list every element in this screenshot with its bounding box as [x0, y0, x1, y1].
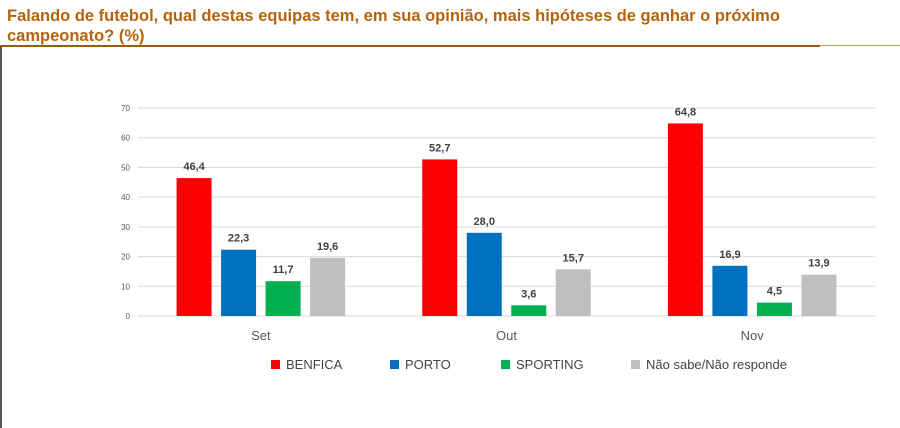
bar [422, 159, 458, 316]
data-label: 19,6 [317, 241, 338, 253]
data-label: 52,7 [429, 142, 450, 154]
bar [511, 305, 547, 316]
legend-item: BENFICA [271, 357, 342, 372]
legend: BENFICA PORTO SPORTING Não sabe/Não respond… [0, 357, 900, 377]
y-tick-label: 0 [126, 312, 131, 321]
legend-swatch [390, 360, 399, 369]
data-label: 13,9 [808, 258, 829, 270]
bar [265, 281, 301, 316]
x-tick-label: Out [496, 328, 517, 343]
bar [310, 257, 346, 316]
legend-label: PORTO [405, 357, 451, 372]
legend-item: PORTO [390, 357, 451, 372]
title-underline-extension [820, 45, 900, 46]
bar [712, 265, 748, 316]
data-label: 16,9 [719, 249, 740, 261]
data-label: 4,5 [767, 286, 782, 298]
data-label: 11,7 [273, 264, 294, 276]
legend-item: Não sabe/Não responde [631, 357, 787, 372]
data-label: 46,4 [183, 161, 205, 173]
bar [801, 274, 837, 316]
x-tick-label: Set [251, 328, 271, 343]
legend-swatch [631, 360, 640, 369]
data-label: 28,0 [474, 216, 495, 228]
bar [756, 302, 792, 316]
legend-swatch [271, 360, 280, 369]
data-label: 3,6 [521, 288, 536, 300]
legend-label: SPORTING [516, 357, 584, 372]
legend-swatch [501, 360, 510, 369]
left-border [0, 47, 2, 428]
data-label: 22,3 [228, 233, 249, 245]
y-tick-label: 30 [121, 223, 130, 232]
bar [466, 232, 502, 316]
bar [221, 249, 257, 316]
data-label: 15,7 [563, 252, 584, 264]
data-label: 64,8 [675, 106, 696, 118]
legend-label: Não sabe/Não responde [646, 357, 787, 372]
y-tick-label: 20 [121, 253, 130, 262]
legend-item: SPORTING [501, 357, 584, 372]
y-tick-label: 60 [121, 134, 130, 143]
chart-title: Falando de futebol, qual destas equipas … [7, 7, 780, 45]
legend-label: BENFICA [286, 357, 343, 372]
bar [555, 269, 591, 316]
y-tick-label: 40 [121, 193, 130, 202]
bar [176, 178, 212, 316]
bar [667, 123, 703, 316]
title-underline [0, 45, 820, 47]
x-tick-label: Nov [741, 328, 765, 343]
y-tick-label: 10 [121, 282, 130, 291]
y-tick-label: 70 [121, 104, 130, 113]
y-tick-label: 50 [121, 163, 130, 172]
